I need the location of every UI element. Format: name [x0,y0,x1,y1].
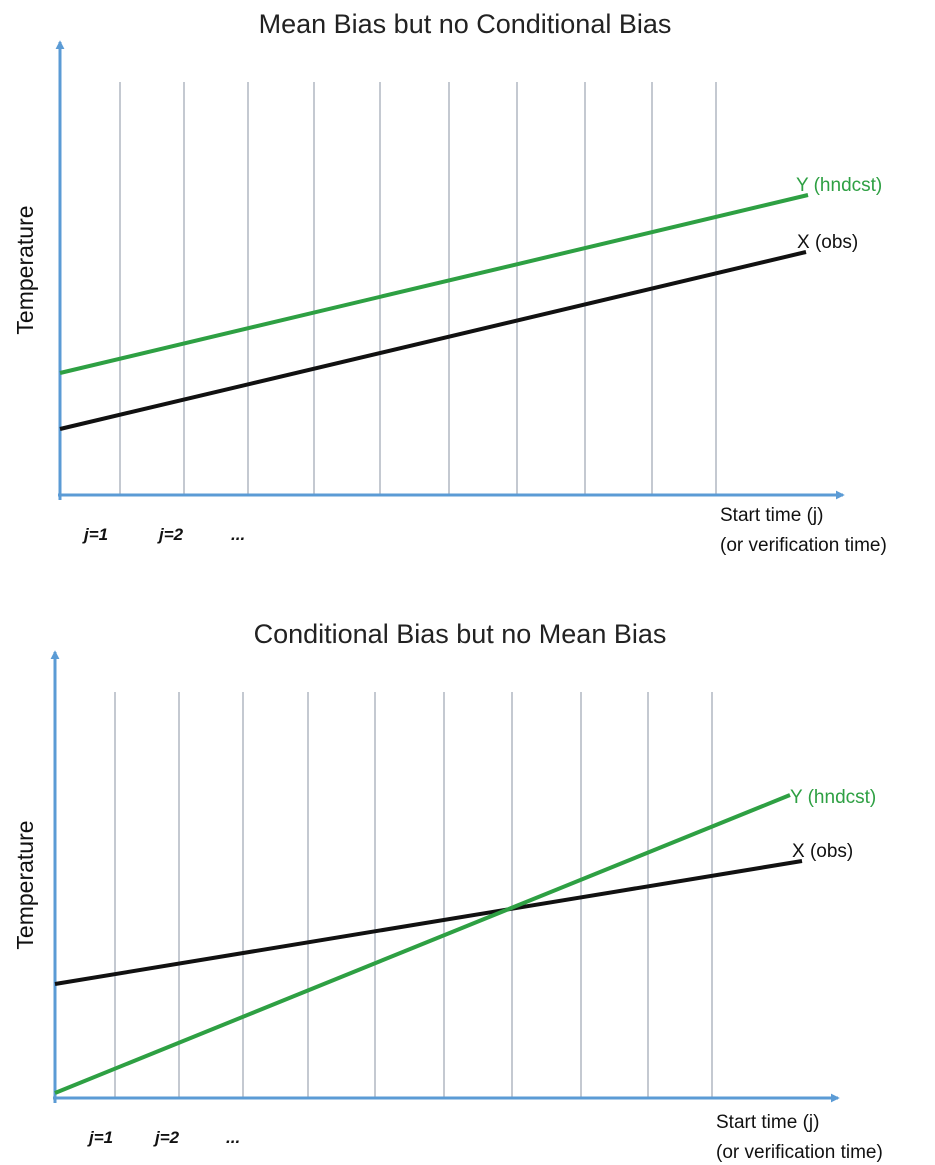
hindcast-line [54,793,791,1095]
tick-label: ... [231,525,245,544]
tick-label: j=1 [87,1128,113,1147]
observation-line [59,250,807,431]
y-axis-label: Temperature [12,205,38,334]
x-axis-label-secondary: (or verification time) [716,1142,883,1163]
tick-label: ... [226,1128,240,1147]
observation-line [54,859,803,986]
panel-conditional-bias: Conditional Bias but no Mean Bias Y (hnd… [12,619,883,1163]
tick-label: j=1 [82,525,108,544]
panel-title: Mean Bias but no Conditional Bias [259,9,672,39]
grid-lines [114,692,713,1098]
panel-title: Conditional Bias but no Mean Bias [254,619,667,649]
observation-label: X (obs) [792,841,853,862]
hindcast-line [59,193,809,375]
x-axis-label: Start time (j) [720,505,823,526]
x-axis-label-secondary: (or verification time) [720,535,887,556]
tick-label: j=2 [153,1128,180,1147]
tick-label: j=2 [157,525,184,544]
hindcast-label: Y (hndcst) [796,175,882,196]
x-axis-label: Start time (j) [716,1112,819,1133]
observation-label: X (obs) [797,232,858,253]
y-axis-label: Temperature [12,820,38,949]
hindcast-label: Y (hndcst) [790,787,876,808]
panel-mean-bias: Mean Bias but no Conditional Bias Y (hnd… [12,9,887,556]
